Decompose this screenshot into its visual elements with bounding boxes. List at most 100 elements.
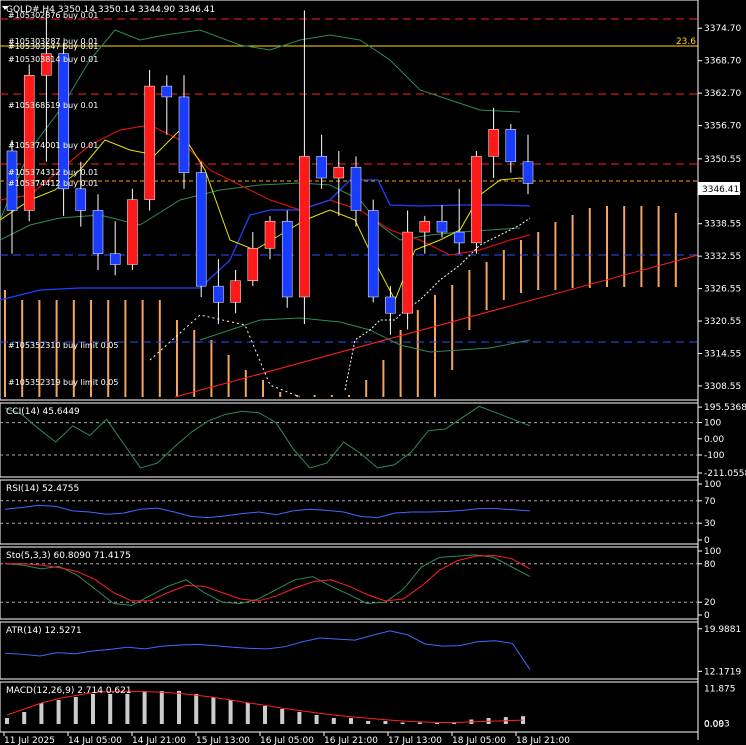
price-tick-label: 3332.55 [704, 252, 741, 262]
current-price-box [698, 182, 740, 195]
time-axis: 11 Jul 2025 14 Jul 05:00 14 Jul 21:00 15 Ju… [0, 731, 698, 745]
cci-pane[interactable]: 195.5368 100 0.00 -100 -211.0558 CCI(14) 45.… [0, 402, 746, 479]
ma-blue [0, 179, 531, 301]
bear-candle[interactable] [385, 296, 396, 314]
bull-candle[interactable] [299, 156, 310, 298]
bear-candle[interactable] [367, 210, 379, 298]
order-label: #105374001 buy 0.01 [8, 141, 98, 150]
order-label: #105303547 buy 0.01 [8, 42, 98, 51]
bear-candle[interactable] [436, 221, 448, 233]
bear-candle[interactable] [161, 85, 173, 98]
macd-signal-line [6, 690, 524, 723]
price-tick-label: 3320.55 [704, 317, 741, 327]
order-label: #105352319 buy limit 0.05 [8, 378, 118, 387]
bear-candle[interactable] [281, 221, 293, 298]
bear-candle[interactable] [350, 166, 362, 211]
macd-bar [108, 694, 113, 724]
time-label: 16 Jul 21:00 [324, 736, 378, 745]
bull-candle[interactable] [144, 85, 155, 200]
order-label: #105303814 buy 0.01 [8, 55, 98, 64]
price-tick-label: 3338.55 [704, 220, 741, 230]
macd-bar [349, 718, 353, 724]
bear-candle[interactable] [6, 150, 18, 211]
indicator-tick-label: 0.00 [704, 435, 724, 445]
macd-bar [263, 706, 267, 724]
bull-candle[interactable] [402, 231, 413, 314]
indicator-tick-label: 0 [704, 611, 710, 621]
macd-bar [56, 700, 61, 724]
indicator-tick-label: 100 [704, 547, 721, 557]
order-labels[interactable]: #105302876 buy 0.01#105303287 buy 0.01#1… [8, 11, 118, 387]
trend-line [174, 254, 699, 398]
indicator-tick-label: 100 [704, 419, 721, 429]
bull-candle[interactable] [23, 75, 35, 211]
time-label: 11 Jul 2025 [4, 736, 55, 745]
macd-pane[interactable]: 11.875 0.000.093 MACD(12,26,9) 2.714 0.62… [0, 681, 736, 733]
time-label: 15 Jul 13:00 [196, 736, 250, 745]
indicator-line [4, 554, 531, 606]
indicator-tick-label: -100 [704, 451, 725, 461]
macd-bar [125, 694, 130, 724]
bear-candle[interactable] [213, 285, 224, 303]
time-label: 16 Jul 05:00 [260, 736, 314, 745]
bear-candle[interactable] [92, 210, 104, 254]
indicator-line [4, 504, 531, 519]
rsi-pane[interactable]: 100 70 30 0 RSI(14) 52.4755 [0, 479, 721, 546]
bear-candle[interactable] [178, 96, 190, 173]
current-price-label: 3346.41 [702, 185, 739, 195]
main-price-pane[interactable]: #105302876 buy 0.01#105303287 buy 0.01#1… [0, 0, 699, 401]
indicator-tick-label: 195.5368 [704, 403, 746, 413]
bear-candle[interactable] [58, 53, 69, 190]
order-label: #105374412 buy 0.01 [8, 179, 98, 188]
atr-label: ATR(14) 12.5271 [6, 626, 82, 636]
macd-bar [177, 691, 181, 724]
ichimoku-cloud [4, 206, 677, 397]
bear-candle[interactable] [453, 231, 465, 244]
bull-candle[interactable] [419, 221, 431, 233]
ma-red [0, 124, 531, 256]
fib-level-label: 23.6 [676, 37, 696, 47]
macd-bar [314, 715, 319, 724]
candlesticks[interactable] [6, 10, 534, 335]
time-label: 18 Jul 21:00 [516, 736, 570, 745]
macd-bar [435, 722, 439, 724]
indicator-line [5, 554, 531, 602]
ma-green-upper [0, 29, 521, 221]
indicator-tick-label: 19.9881 [704, 625, 741, 635]
bull-candle[interactable] [41, 53, 52, 76]
macd-bar [5, 718, 9, 724]
indicator-tick-label: 30 [704, 519, 716, 529]
bull-candle[interactable] [127, 199, 138, 265]
bear-candle[interactable] [316, 156, 327, 179]
atr-pane[interactable]: 19.9881 12.1719 ATR(14) 12.5271 [0, 621, 741, 680]
macd-bar [73, 697, 78, 724]
price-tick-label: 3314.55 [704, 349, 741, 359]
time-label: 14 Jul 21:00 [132, 736, 186, 745]
bull-candle[interactable] [488, 129, 499, 157]
bear-candle[interactable] [109, 253, 121, 265]
bear-candle[interactable] [195, 172, 207, 287]
bear-candle[interactable] [75, 188, 87, 211]
macd-tick-label: 11.875 [704, 684, 736, 694]
bull-candle[interactable] [264, 221, 276, 249]
stochastic-pane[interactable]: 100 80 20 0 Sto(5,3,3) 60.8090 71.4175 [0, 546, 721, 621]
price-tick-label: 3374.70 [704, 24, 741, 34]
macd-bar [228, 700, 233, 724]
macd-bar [22, 712, 27, 724]
cci-label: CCI(14) 45.6449 [6, 407, 80, 417]
bear-candle[interactable] [522, 161, 534, 184]
bull-candle[interactable] [471, 156, 482, 244]
macd-bar [39, 703, 44, 724]
bull-candle[interactable] [333, 166, 345, 179]
macd-bar [383, 721, 388, 724]
title-dropdown-icon[interactable] [2, 6, 8, 10]
bull-candle[interactable] [247, 248, 259, 282]
indicator-line [4, 630, 531, 670]
bull-candle[interactable] [230, 280, 241, 303]
bear-candle[interactable] [505, 129, 517, 163]
time-label: 18 Jul 05:00 [452, 736, 506, 745]
macd-bar [194, 694, 199, 724]
macd-bar [297, 712, 302, 724]
price-tick-label: 3326.55 [704, 285, 741, 295]
